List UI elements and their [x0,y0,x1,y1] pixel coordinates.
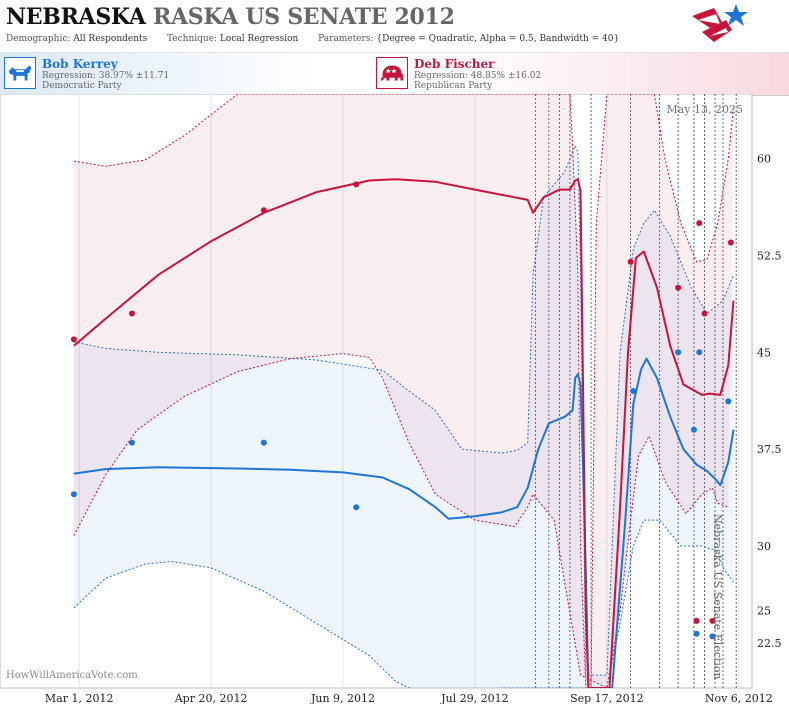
technique-label: Technique: [167,34,218,44]
side-label: Nebraska US Senate Election [711,514,724,680]
y-tick-label: 45 [757,346,771,359]
poll-point[interactable] [693,617,700,624]
candidate-party: Republican Party [414,81,493,91]
candidate-name: Bob Kerrey [42,57,118,71]
site-logo-icon[interactable] [688,2,750,48]
candidate-bar: Bob Kerrey Regression: 38.97% ±11.71 Dem… [0,52,789,96]
technique-value: Local Regression [219,34,299,44]
candidate-regression: Regression: 38.97% ±11.71 [42,71,170,81]
candidate-name: Deb Fischer [414,57,495,71]
confidence-band [73,145,734,688]
y-axis: 22.5 25 30 37.5 45 52.5 60 [757,153,782,650]
poll-point[interactable] [70,491,77,498]
donkey-icon [4,57,36,89]
y-tick-label: 25 [757,605,771,618]
y-tick-label: 60 [757,153,771,166]
y-tick-label: 37.5 [757,443,782,456]
header: NEBRASKA RASKA US SENATE 2012 Demographi… [0,0,789,52]
poll-point[interactable] [696,349,703,356]
date-label: May 13, 2025 [666,103,743,116]
poll-point[interactable] [709,633,716,640]
poll-point[interactable] [675,284,682,291]
poll-point[interactable] [70,336,77,343]
poll-point[interactable] [696,220,703,227]
source-label: HowWillAmericaVote.com [6,670,138,681]
title-state: NEBRASKA [6,4,146,30]
title-race: RASKA US SENATE 2012 [152,4,455,30]
regression-line [73,178,735,688]
x-tick-label: Nov 6, 2012 [705,692,773,704]
x-tick-label: Sep 17, 2012 [570,692,644,704]
poll-point[interactable] [675,349,682,356]
lower-bound-line [73,519,734,688]
x-tick-label: Apr 20, 2012 [174,692,248,704]
confidence-band [73,94,734,688]
poll-point[interactable] [353,504,360,511]
y-tick-label: 30 [757,540,771,553]
elephant-icon [376,57,408,89]
poll-point[interactable] [701,310,708,317]
candidate-party: Democratic Party [42,81,122,91]
series-kerrey [73,144,734,688]
page-title: NEBRASKA RASKA US SENATE 2012 [6,4,455,30]
candidate-regression: Regression: 48.85% ±16.02 [414,71,542,81]
poll-point[interactable] [727,239,734,246]
parameters-line: Demographic: All Respondents Technique: … [6,34,619,44]
poll-point[interactable] [690,426,697,433]
x-tick-label: Jul 29, 2012 [440,692,509,704]
poll-point[interactable] [128,310,135,317]
poll-point[interactable] [693,630,700,637]
demographic-value: All Respondents [73,34,148,44]
parameters-value: {Degree = Quadratic, Alpha = 0.5, Bandwi… [376,34,620,44]
x-tick-label: Mar 1, 2012 [45,692,114,704]
poll-point[interactable] [260,207,267,214]
demographic-label: Demographic: [6,34,71,44]
regression-chart: Mar 1, 2012 Apr 20, 2012 Jun 9, 2012 Jul 29… [0,94,782,704]
x-gridlines [78,94,740,688]
lower-bound-line [73,353,729,688]
poll-point[interactable] [353,181,360,188]
series-layer [70,94,735,688]
poll-point[interactable] [128,439,135,446]
series-fischer [73,94,734,688]
poll-point[interactable] [709,617,716,624]
poll-point[interactable] [627,258,634,265]
poll-point[interactable] [725,398,732,405]
x-axis: Mar 1, 2012 Apr 20, 2012 Jun 9, 2012 Jul 29… [45,692,773,704]
regression-line [73,357,735,688]
poll-point[interactable] [630,388,637,394]
y-tick-label: 22.5 [757,637,782,650]
parameters-label: Parameters: [318,34,374,44]
upper-bound-line [73,94,734,688]
poll-point[interactable] [260,439,267,446]
y-tick-label: 52.5 [757,249,782,262]
x-tick-label: Jun 9, 2012 [310,692,375,704]
